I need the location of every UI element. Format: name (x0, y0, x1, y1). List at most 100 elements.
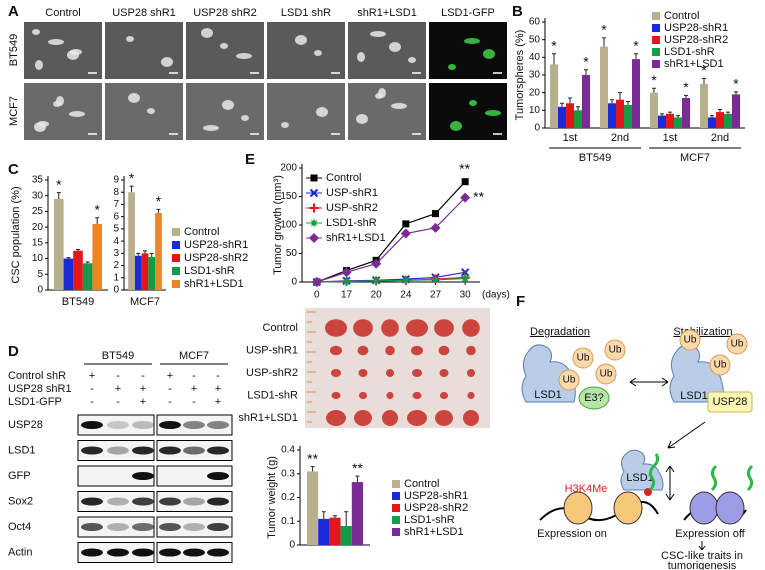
ub-group: Ub Ub Ub Ub (558, 339, 626, 391)
sphere (201, 28, 213, 38)
sphere (241, 115, 249, 121)
y-tick-label: 2 (113, 260, 119, 271)
significance-mark: ** (459, 160, 470, 176)
blot-frame (156, 516, 233, 538)
sphere (203, 125, 219, 131)
condition-label: LSD1-GFP (8, 396, 62, 408)
blot-band (159, 548, 181, 557)
column-label: USP28 shR1 (112, 7, 176, 19)
outcome-label: tumorigenesis (668, 560, 737, 570)
usp28-label: USP28 (713, 396, 748, 408)
y-tick-label: 150 (280, 191, 297, 202)
ub-label: Ub (600, 369, 613, 380)
y-tick-label: 0 (534, 123, 540, 134)
legend-marker (309, 218, 319, 228)
tumor (330, 345, 342, 356)
lsd1-label: LSD1 (626, 472, 654, 484)
error-bar (718, 108, 722, 113)
condition-mark: + (140, 396, 146, 408)
y-tick-label: 0.2 (281, 492, 295, 503)
legend-swatch (392, 528, 400, 536)
bar (155, 213, 162, 290)
bar (582, 75, 590, 128)
significance-mark: * (683, 79, 689, 95)
significance-mark: * (129, 170, 135, 186)
error-bar (333, 515, 337, 518)
y-tick-label: 0 (113, 285, 119, 296)
blot-band (207, 548, 229, 557)
blot-band (132, 497, 154, 506)
micrograph (186, 22, 264, 79)
legend-label: Control (404, 478, 439, 490)
y-tick-label: 4 (113, 236, 119, 247)
condition-mark: + (191, 383, 197, 395)
legend-swatch (392, 516, 400, 524)
significance-mark: * (156, 193, 162, 209)
y-tick-label: 0 (291, 277, 297, 288)
x-tick-label: 2nd (611, 132, 629, 144)
error-bar (85, 261, 90, 264)
x-tick-label: 30 (460, 290, 472, 301)
point (341, 267, 352, 278)
tumor (411, 345, 423, 356)
significance-mark: ** (352, 460, 363, 476)
error-bar (702, 78, 706, 84)
bar (558, 106, 566, 128)
sphere (485, 110, 501, 116)
point (430, 274, 441, 285)
condition-label: Control shR (8, 370, 66, 382)
micrograph (186, 83, 264, 140)
error-bar (734, 91, 738, 95)
blot-band (183, 421, 205, 429)
sphere (357, 52, 365, 62)
tumor (438, 345, 450, 356)
y-tick-label: 9 (113, 175, 119, 186)
sphere (236, 53, 252, 59)
tumor (412, 369, 422, 377)
error-bar (95, 217, 100, 224)
protein-label: Actin (8, 546, 32, 558)
bar (724, 113, 732, 128)
bar (329, 517, 341, 545)
bar (134, 255, 142, 290)
significance-mark: * (701, 62, 707, 78)
sphere (161, 57, 173, 67)
blot-band (81, 421, 103, 429)
error-bar (149, 252, 154, 257)
micrograph (105, 83, 183, 140)
y-tick-label: 30 (529, 70, 541, 81)
significance-mark: * (601, 22, 607, 38)
condition-mark: - (90, 383, 94, 395)
expression-on-label: Expression on (537, 528, 607, 540)
blot-band (107, 497, 129, 506)
y-tick-label: 0 (37, 285, 43, 296)
x-unit-label: (days) (482, 290, 510, 301)
series-line (316, 181, 466, 283)
micrograph (267, 22, 345, 79)
sphere (450, 121, 462, 131)
blot-band (132, 523, 154, 531)
bar (82, 263, 93, 290)
bar (658, 115, 666, 128)
ub-label: Ub (563, 375, 576, 386)
condition-mark: - (192, 396, 196, 408)
tumor (462, 319, 480, 337)
point (341, 276, 352, 287)
y-tick-label: 0.1 (281, 516, 295, 527)
legend-label: LSD1-shR (326, 217, 377, 229)
y-tick-label: 60 (529, 17, 541, 28)
y-axis-label: Tumorspheres (%) (514, 30, 526, 121)
error-bar (726, 111, 730, 114)
micrograph (348, 83, 426, 140)
sphere (69, 111, 85, 117)
bar (73, 250, 83, 290)
bar (674, 117, 682, 128)
ub-label: Ub (714, 360, 727, 371)
error-bar (136, 252, 141, 256)
tumor (331, 391, 341, 400)
y-tick-label: 0.3 (281, 468, 295, 479)
tumor (385, 345, 395, 356)
bar (148, 257, 156, 290)
group-label: BT549 (579, 152, 611, 164)
legend-label: USP28-shR2 (664, 34, 728, 46)
